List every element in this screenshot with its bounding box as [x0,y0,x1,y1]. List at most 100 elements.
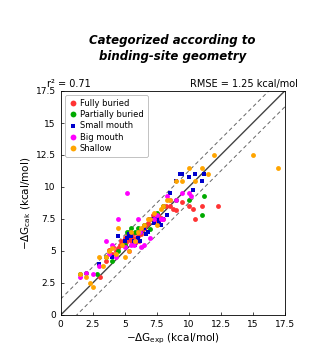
Point [154,223,159,228]
Point [126,237,131,242]
Point [129,233,134,238]
Point [135,229,140,234]
Point [77,274,82,279]
Point [88,280,93,286]
Point [121,242,126,247]
Point [199,165,204,170]
Point [90,271,95,277]
Point [158,206,163,211]
Point [97,261,102,267]
Point [186,174,191,180]
Point [138,238,143,244]
Point [133,229,138,234]
Point [130,234,135,240]
Point [122,254,127,260]
Point [136,238,141,244]
Point [129,242,134,247]
Point [171,206,176,211]
Point [77,271,82,277]
Point [125,229,130,234]
Point [148,216,153,222]
Point [129,225,134,231]
Point [160,216,165,222]
Point [154,212,159,218]
X-axis label: $-\Delta$G$_\mathrm{exp}$ (kcal/mol): $-\Delta$G$_\mathrm{exp}$ (kcal/mol) [126,332,219,346]
Point [126,232,131,237]
Point [152,216,157,222]
Point [148,216,153,222]
Point [144,223,149,228]
Point [120,242,125,247]
Point [135,233,140,238]
Point [165,197,170,203]
Point [205,172,210,177]
Point [100,264,106,269]
Point [109,246,114,251]
Point [158,215,163,220]
Point [84,270,89,275]
Point [141,225,146,231]
Point [125,233,130,238]
Point [154,216,159,222]
Point [216,203,221,209]
Point [139,229,144,234]
Point [155,212,160,218]
Point [116,216,121,222]
Point [141,242,146,247]
Point [129,238,134,244]
Point [98,274,103,279]
Point [276,165,281,170]
Point [97,254,102,260]
Point [103,238,108,244]
Text: RMSE = 1.25 kcal/mol: RMSE = 1.25 kcal/mol [190,79,298,89]
Point [109,251,114,256]
Point [158,216,163,222]
Point [173,178,178,183]
Point [127,232,132,237]
Point [111,244,116,250]
Point [116,248,121,254]
Point [150,216,155,222]
Point [180,172,185,177]
Point [84,274,89,279]
Legend: Fully buried, Partially buried, Small mouth, Big mouth, Shallow: Fully buried, Partially buried, Small mo… [65,95,148,157]
Point [107,248,112,254]
Point [109,254,114,260]
Point [138,229,143,234]
Point [133,238,138,244]
Point [212,152,217,158]
Point [144,232,149,237]
Point [117,242,122,247]
Point [103,254,108,260]
Point [199,178,204,183]
Point [180,178,185,183]
Point [122,238,127,244]
Point [138,229,143,234]
Point [148,226,153,232]
Point [202,193,207,199]
Point [154,216,159,222]
Point [202,172,207,177]
Point [165,212,170,218]
Point [173,197,178,203]
Point [133,242,138,247]
Point [145,220,150,226]
Point [152,210,157,215]
Point [157,219,162,224]
Point [84,270,89,275]
Point [158,223,163,228]
Point [165,193,170,199]
Point [116,246,121,251]
Text: Categorized according to
binding-site geometry: Categorized according to binding-site ge… [89,34,256,63]
Point [140,226,145,232]
Text: r² = 0.71: r² = 0.71 [47,79,91,89]
Point [173,207,178,213]
Point [145,229,150,234]
Point [167,191,172,196]
Point [186,191,191,196]
Y-axis label: $-\Delta$G$_\mathrm{cak}$ (kcal/mol): $-\Delta$G$_\mathrm{cak}$ (kcal/mol) [19,156,33,250]
Point [152,219,157,224]
Point [167,197,172,203]
Point [152,220,157,226]
Point [173,178,178,183]
